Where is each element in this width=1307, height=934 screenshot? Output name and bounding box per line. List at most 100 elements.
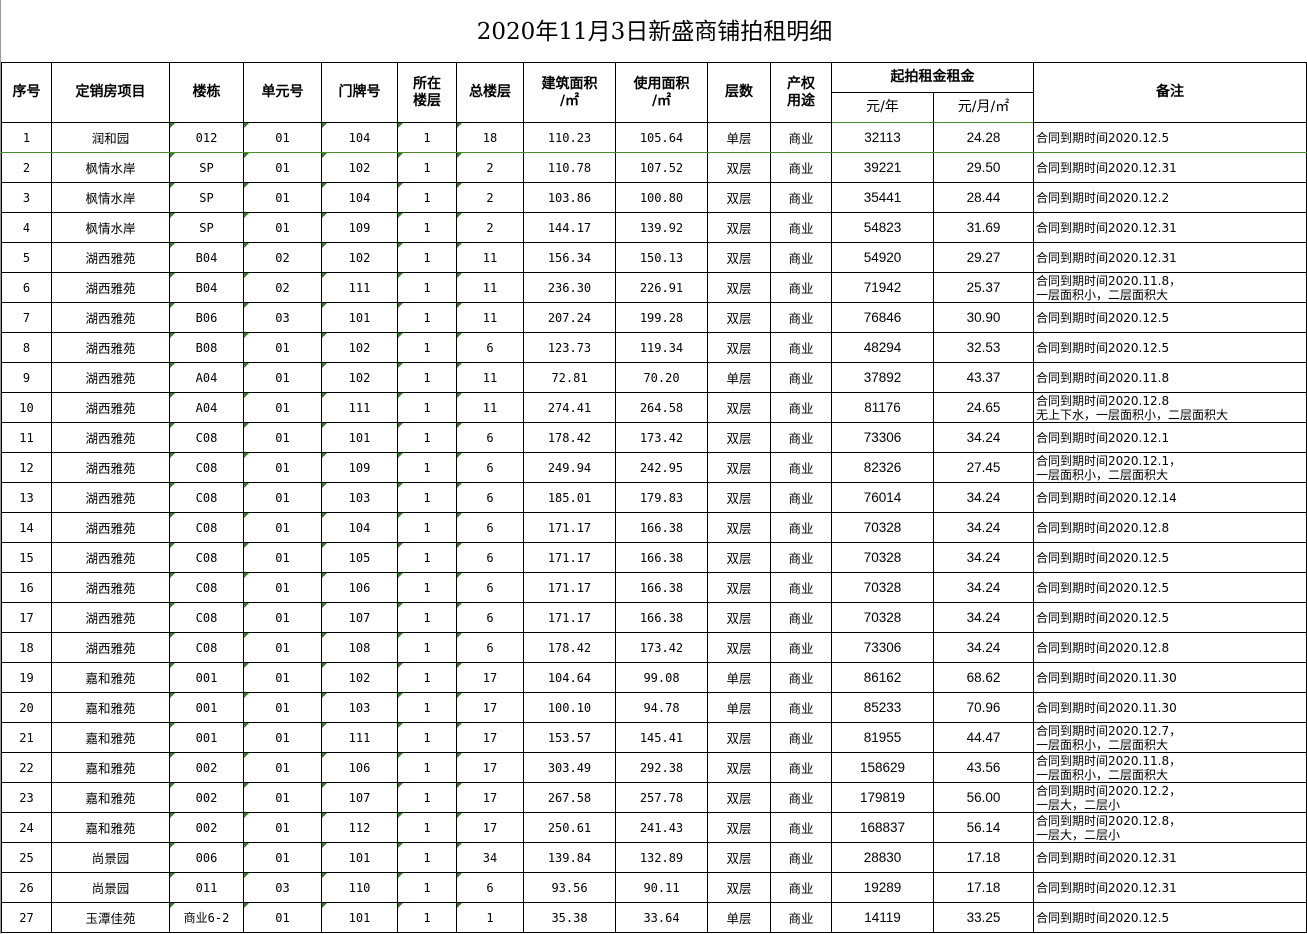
cell-build-area[interactable]: 207.24 bbox=[523, 302, 616, 333]
cell-total-floors[interactable]: 6 bbox=[456, 872, 524, 903]
cell-notes[interactable]: 合同到期时间2020.12.31 bbox=[1033, 842, 1307, 873]
cell-usage[interactable]: 商业 bbox=[770, 242, 832, 273]
cell-notes[interactable]: 合同到期时间2020.12.31 bbox=[1033, 242, 1307, 273]
cell-build-area[interactable]: 123.73 bbox=[523, 332, 616, 363]
cell-seq[interactable]: 9 bbox=[1, 362, 52, 393]
cell-rent-year[interactable]: 76014 bbox=[831, 482, 934, 513]
cell-notes[interactable]: 合同到期时间2020.12.8 bbox=[1033, 512, 1307, 543]
cell-rent-month[interactable]: 56.00 bbox=[933, 782, 1034, 813]
cell-door[interactable]: 108 bbox=[321, 632, 398, 663]
cell-project[interactable]: 湖西雅苑 bbox=[51, 632, 170, 663]
cell-door[interactable]: 102 bbox=[321, 332, 398, 363]
cell-total-floors[interactable]: 6 bbox=[456, 602, 524, 633]
cell-total-floors[interactable]: 18 bbox=[456, 122, 524, 153]
cell-floor[interactable]: 1 bbox=[397, 242, 457, 273]
cell-seq[interactable]: 12 bbox=[1, 452, 52, 483]
cell-total-floors[interactable]: 2 bbox=[456, 152, 524, 183]
cell-unit[interactable]: 01 bbox=[243, 602, 322, 633]
cell-levels[interactable]: 双层 bbox=[707, 542, 771, 573]
cell-total-floors[interactable]: 11 bbox=[456, 272, 524, 303]
cell-notes[interactable]: 合同到期时间2020.12.2， 一层大，二层小 bbox=[1033, 782, 1307, 813]
cell-unit[interactable]: 01 bbox=[243, 422, 322, 453]
cell-total-floors[interactable]: 11 bbox=[456, 242, 524, 273]
cell-levels[interactable]: 双层 bbox=[707, 332, 771, 363]
cell-unit[interactable]: 01 bbox=[243, 332, 322, 363]
cell-build-area[interactable]: 100.10 bbox=[523, 692, 616, 723]
cell-usage[interactable]: 商业 bbox=[770, 122, 832, 153]
cell-use-area[interactable]: 199.28 bbox=[615, 302, 708, 333]
cell-door[interactable]: 106 bbox=[321, 752, 398, 783]
cell-levels[interactable]: 单层 bbox=[707, 902, 771, 933]
cell-notes[interactable]: 合同到期时间2020.12.5 bbox=[1033, 902, 1307, 933]
cell-rent-year[interactable]: 48294 bbox=[831, 332, 934, 363]
cell-door[interactable]: 103 bbox=[321, 482, 398, 513]
cell-build-area[interactable]: 185.01 bbox=[523, 482, 616, 513]
cell-usage[interactable]: 商业 bbox=[770, 722, 832, 753]
cell-floor[interactable]: 1 bbox=[397, 662, 457, 693]
cell-usage[interactable]: 商业 bbox=[770, 542, 832, 573]
cell-use-area[interactable]: 107.52 bbox=[615, 152, 708, 183]
cell-seq[interactable]: 23 bbox=[1, 782, 52, 813]
cell-building[interactable]: C08 bbox=[169, 542, 244, 573]
cell-building[interactable]: C08 bbox=[169, 512, 244, 543]
cell-project[interactable]: 枫情水岸 bbox=[51, 182, 170, 213]
cell-building[interactable]: 001 bbox=[169, 722, 244, 753]
cell-notes[interactable]: 合同到期时间2020.12.31 bbox=[1033, 872, 1307, 903]
cell-unit[interactable]: 01 bbox=[243, 482, 322, 513]
cell-build-area[interactable]: 171.17 bbox=[523, 602, 616, 633]
cell-levels[interactable]: 双层 bbox=[707, 212, 771, 243]
cell-door[interactable]: 102 bbox=[321, 362, 398, 393]
cell-use-area[interactable]: 292.38 bbox=[615, 752, 708, 783]
cell-rent-year[interactable]: 14119 bbox=[831, 902, 934, 933]
cell-rent-month[interactable]: 34.24 bbox=[933, 482, 1034, 513]
cell-project[interactable]: 湖西雅苑 bbox=[51, 362, 170, 393]
cell-door[interactable]: 107 bbox=[321, 602, 398, 633]
cell-unit[interactable]: 01 bbox=[243, 512, 322, 543]
cell-rent-year[interactable]: 158629 bbox=[831, 752, 934, 783]
cell-floor[interactable]: 1 bbox=[397, 182, 457, 213]
cell-usage[interactable]: 商业 bbox=[770, 692, 832, 723]
cell-levels[interactable]: 双层 bbox=[707, 842, 771, 873]
cell-levels[interactable]: 双层 bbox=[707, 722, 771, 753]
cell-seq[interactable]: 13 bbox=[1, 482, 52, 513]
cell-build-area[interactable]: 110.78 bbox=[523, 152, 616, 183]
cell-total-floors[interactable]: 6 bbox=[456, 452, 524, 483]
cell-rent-month[interactable]: 34.24 bbox=[933, 572, 1034, 603]
cell-total-floors[interactable]: 17 bbox=[456, 752, 524, 783]
cell-use-area[interactable]: 94.78 bbox=[615, 692, 708, 723]
header-floor[interactable]: 所在 楼层 bbox=[397, 62, 457, 123]
cell-total-floors[interactable]: 6 bbox=[456, 422, 524, 453]
cell-building[interactable]: C08 bbox=[169, 602, 244, 633]
header-rent-group[interactable]: 起拍租金租金 bbox=[831, 62, 1034, 93]
cell-seq[interactable]: 11 bbox=[1, 422, 52, 453]
cell-floor[interactable]: 1 bbox=[397, 512, 457, 543]
cell-build-area[interactable]: 139.84 bbox=[523, 842, 616, 873]
cell-rent-year[interactable]: 19289 bbox=[831, 872, 934, 903]
cell-door[interactable]: 102 bbox=[321, 242, 398, 273]
cell-levels[interactable]: 双层 bbox=[707, 512, 771, 543]
cell-usage[interactable]: 商业 bbox=[770, 152, 832, 183]
cell-unit[interactable]: 01 bbox=[243, 662, 322, 693]
cell-seq[interactable]: 27 bbox=[1, 902, 52, 933]
cell-notes[interactable]: 合同到期时间2020.12.1， 一层面积小，二层面积大 bbox=[1033, 452, 1307, 483]
cell-rent-month[interactable]: 33.25 bbox=[933, 902, 1034, 933]
cell-use-area[interactable]: 242.95 bbox=[615, 452, 708, 483]
cell-rent-year[interactable]: 81176 bbox=[831, 392, 934, 423]
cell-unit[interactable]: 01 bbox=[243, 152, 322, 183]
cell-use-area[interactable]: 33.64 bbox=[615, 902, 708, 933]
cell-rent-year[interactable]: 73306 bbox=[831, 422, 934, 453]
cell-usage[interactable]: 商业 bbox=[770, 602, 832, 633]
cell-floor[interactable]: 1 bbox=[397, 902, 457, 933]
cell-rent-month[interactable]: 29.50 bbox=[933, 152, 1034, 183]
cell-floor[interactable]: 1 bbox=[397, 632, 457, 663]
cell-unit[interactable]: 01 bbox=[243, 362, 322, 393]
cell-build-area[interactable]: 250.61 bbox=[523, 812, 616, 843]
cell-project[interactable]: 玉潭佳苑 bbox=[51, 902, 170, 933]
cell-unit[interactable]: 01 bbox=[243, 752, 322, 783]
cell-use-area[interactable]: 257.78 bbox=[615, 782, 708, 813]
cell-use-area[interactable]: 226.91 bbox=[615, 272, 708, 303]
cell-project[interactable]: 湖西雅苑 bbox=[51, 272, 170, 303]
cell-building[interactable]: 002 bbox=[169, 782, 244, 813]
cell-unit[interactable]: 01 bbox=[243, 122, 322, 153]
cell-use-area[interactable]: 105.64 bbox=[615, 122, 708, 153]
